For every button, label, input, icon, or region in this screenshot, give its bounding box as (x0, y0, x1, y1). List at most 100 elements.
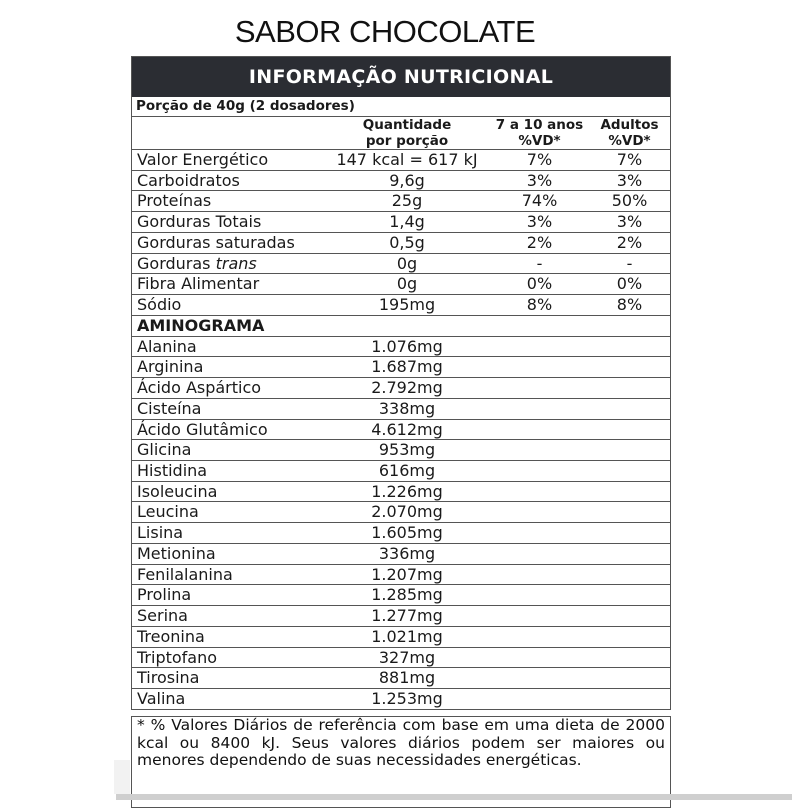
amino-acid-quantity: 338mg (378, 398, 436, 418)
nutrient-row: Valor Energético 147 kcal = 617 kJ 7% 7% (132, 150, 670, 171)
nutrient-name: Sódio (137, 295, 182, 315)
nutrient-kids-vd: 3% (526, 212, 553, 232)
nutrient-kids-vd: 2% (526, 232, 553, 252)
nutrient-adults-vd: 3% (616, 212, 643, 232)
aminogram-row: Histidina 616mg (132, 461, 670, 482)
aminogram-row: Triptofano 327mg (132, 648, 670, 669)
nutrient-row: Gorduras Totais 1,4g 3% 3% (132, 212, 670, 233)
nutrient-name: Valor Energético (137, 150, 269, 169)
nutrient-rows: Valor Energético 147 kcal = 617 kJ 7% 7% Car… (132, 150, 670, 316)
nutrient-quantity: 0g (396, 253, 418, 273)
bottom-bar (116, 794, 792, 800)
aminogram-row: Lisina 1.605mg (132, 523, 670, 544)
col-kids-header: 7 a 10 anos %VD* (482, 117, 597, 149)
amino-acid-quantity: 1.285mg (371, 585, 443, 605)
amino-acid-name: Fenilalanina (137, 564, 233, 584)
nutrient-row: Sódio 195mg 8% 8% (132, 295, 670, 316)
nutrient-adults-vd: 3% (616, 170, 643, 190)
amino-acid-quantity: 2.792mg (371, 378, 443, 398)
amino-acid-name: Isoleucina (137, 481, 218, 501)
nutrient-quantity: 0g (396, 274, 418, 294)
nutrient-row: Gorduras saturadas 0,5g 2% 2% (132, 233, 670, 254)
table-header: INFORMAÇÃO NUTRICIONAL (132, 57, 670, 97)
nutrient-adults-vd: 8% (616, 295, 643, 315)
amino-acid-quantity: 327mg (378, 647, 436, 667)
nutrient-kids-vd: 74% (521, 191, 558, 211)
amino-acid-quantity: 1.605mg (371, 523, 443, 543)
nutrient-name: Gorduras Totais (137, 212, 262, 232)
amino-acid-name: Leucina (137, 502, 199, 522)
nutrient-quantity: 195mg (378, 295, 436, 315)
amino-acid-quantity: 4.612mg (371, 419, 443, 439)
col-kids-line1: 7 a 10 anos (495, 117, 584, 133)
amino-acid-name: Glicina (137, 440, 192, 460)
aminogram-row: Prolina 1.285mg (132, 585, 670, 607)
nutrient-quantity: 0,5g (389, 232, 425, 252)
nutrient-adults-vd: 7% (616, 150, 643, 169)
nutrient-kids-vd: 0% (526, 274, 553, 294)
nutrient-adults-vd: 50% (611, 191, 648, 211)
nutrient-row: Gorduras trans 0g - - (132, 254, 670, 275)
aminogram-section-row: AMINOGRAMA (132, 316, 670, 337)
amino-acid-quantity: 336mg (378, 543, 436, 563)
amino-acid-name: Arginina (137, 357, 204, 377)
amino-acid-quantity: 1.207mg (371, 564, 443, 584)
col-adults-header: Adultos %VD* (582, 117, 677, 149)
amino-acid-name: Cisteína (137, 398, 202, 418)
aminogram-row: Tirosina 881mg (132, 668, 670, 690)
nutrient-row: Fibra Alimentar 0g 0% 0% (132, 274, 670, 296)
nutrient-adults-vd: 0% (616, 274, 643, 294)
amino-acid-quantity: 881mg (378, 668, 436, 688)
nutrient-quantity: 9,6g (389, 170, 425, 190)
amino-acid-quantity: 1.253mg (371, 689, 443, 709)
amino-acid-quantity: 616mg (378, 461, 436, 481)
aminogram-row: Treonina 1.021mg (132, 627, 670, 648)
amino-acid-name: Valina (137, 689, 186, 709)
amino-acid-quantity: 953mg (378, 440, 436, 460)
nutrient-quantity: 147 kcal = 617 kJ (336, 150, 478, 169)
amino-acid-name: Prolina (137, 585, 192, 605)
amino-acid-name: Metionina (137, 543, 216, 563)
col-quantity-header: Quantidade por porção (307, 117, 507, 149)
amino-acid-name: Ácido Aspártico (137, 378, 262, 398)
aminogram-row: Valina 1.253mg (132, 689, 670, 710)
amino-acid-name: Serina (137, 606, 188, 626)
aminogram-rows: Alanina 1.076mg Arginina 1.687mg Ácido Aspár… (132, 337, 670, 710)
footnote: * % Valores Diários de referência com ba… (131, 716, 671, 808)
nutrient-name: Gorduras trans (137, 254, 257, 274)
aminogram-row: Ácido Aspártico 2.792mg (132, 378, 670, 399)
flavor-title: SABOR CHOCOLATE (234, 14, 536, 49)
amino-acid-name: Ácido Glutâmico (137, 419, 268, 439)
nutrient-name: Gorduras saturadas (137, 232, 295, 252)
amino-acid-quantity: 1.021mg (371, 626, 443, 646)
nutrient-row: Proteínas 25g 74% 50% (132, 191, 670, 213)
col-kids-line2: %VD* (518, 132, 561, 149)
col-quantity-line2: por porção (365, 132, 449, 149)
amino-acid-quantity: 2.070mg (371, 502, 443, 522)
amino-acid-name: Histidina (137, 461, 208, 481)
nutrient-kids-vd: - (536, 253, 543, 273)
nutrient-kids-vd: 7% (526, 150, 553, 169)
aminogram-row: Ácido Glutâmico 4.612mg (132, 420, 670, 441)
col-adults-line1: Adultos (600, 117, 659, 133)
nutrient-name: Proteínas (137, 191, 212, 211)
nutrition-table: INFORMAÇÃO NUTRICIONAL Porção de 40g (2 … (131, 56, 671, 710)
amino-acid-name: Alanina (137, 336, 197, 356)
col-quantity-line1: Quantidade (362, 117, 452, 133)
amino-acid-name: Triptofano (137, 647, 218, 667)
nutrient-name-text: Gorduras (137, 253, 211, 273)
amino-acid-quantity: 1.076mg (371, 336, 443, 356)
nutrient-quantity: 25g (391, 191, 423, 211)
amino-acid-quantity: 1.226mg (371, 481, 443, 501)
column-headers: Quantidade por porção 7 a 10 anos %VD* Adu… (132, 117, 670, 150)
aminogram-title: AMINOGRAMA (137, 315, 265, 335)
portion-size: Porção de 40g (2 dosadores) (132, 97, 670, 117)
nutrient-kids-vd: 8% (526, 295, 553, 315)
nutrient-kids-vd: 3% (526, 170, 553, 190)
aminogram-row: Serina 1.277mg (132, 606, 670, 627)
amino-acid-quantity: 1.277mg (371, 606, 443, 626)
aminogram-row: Isoleucina 1.226mg (132, 482, 670, 503)
aminogram-row: Metionina 336mg (132, 544, 670, 565)
col-adults-line2: %VD* (608, 132, 651, 149)
amino-acid-quantity: 1.687mg (371, 357, 443, 377)
